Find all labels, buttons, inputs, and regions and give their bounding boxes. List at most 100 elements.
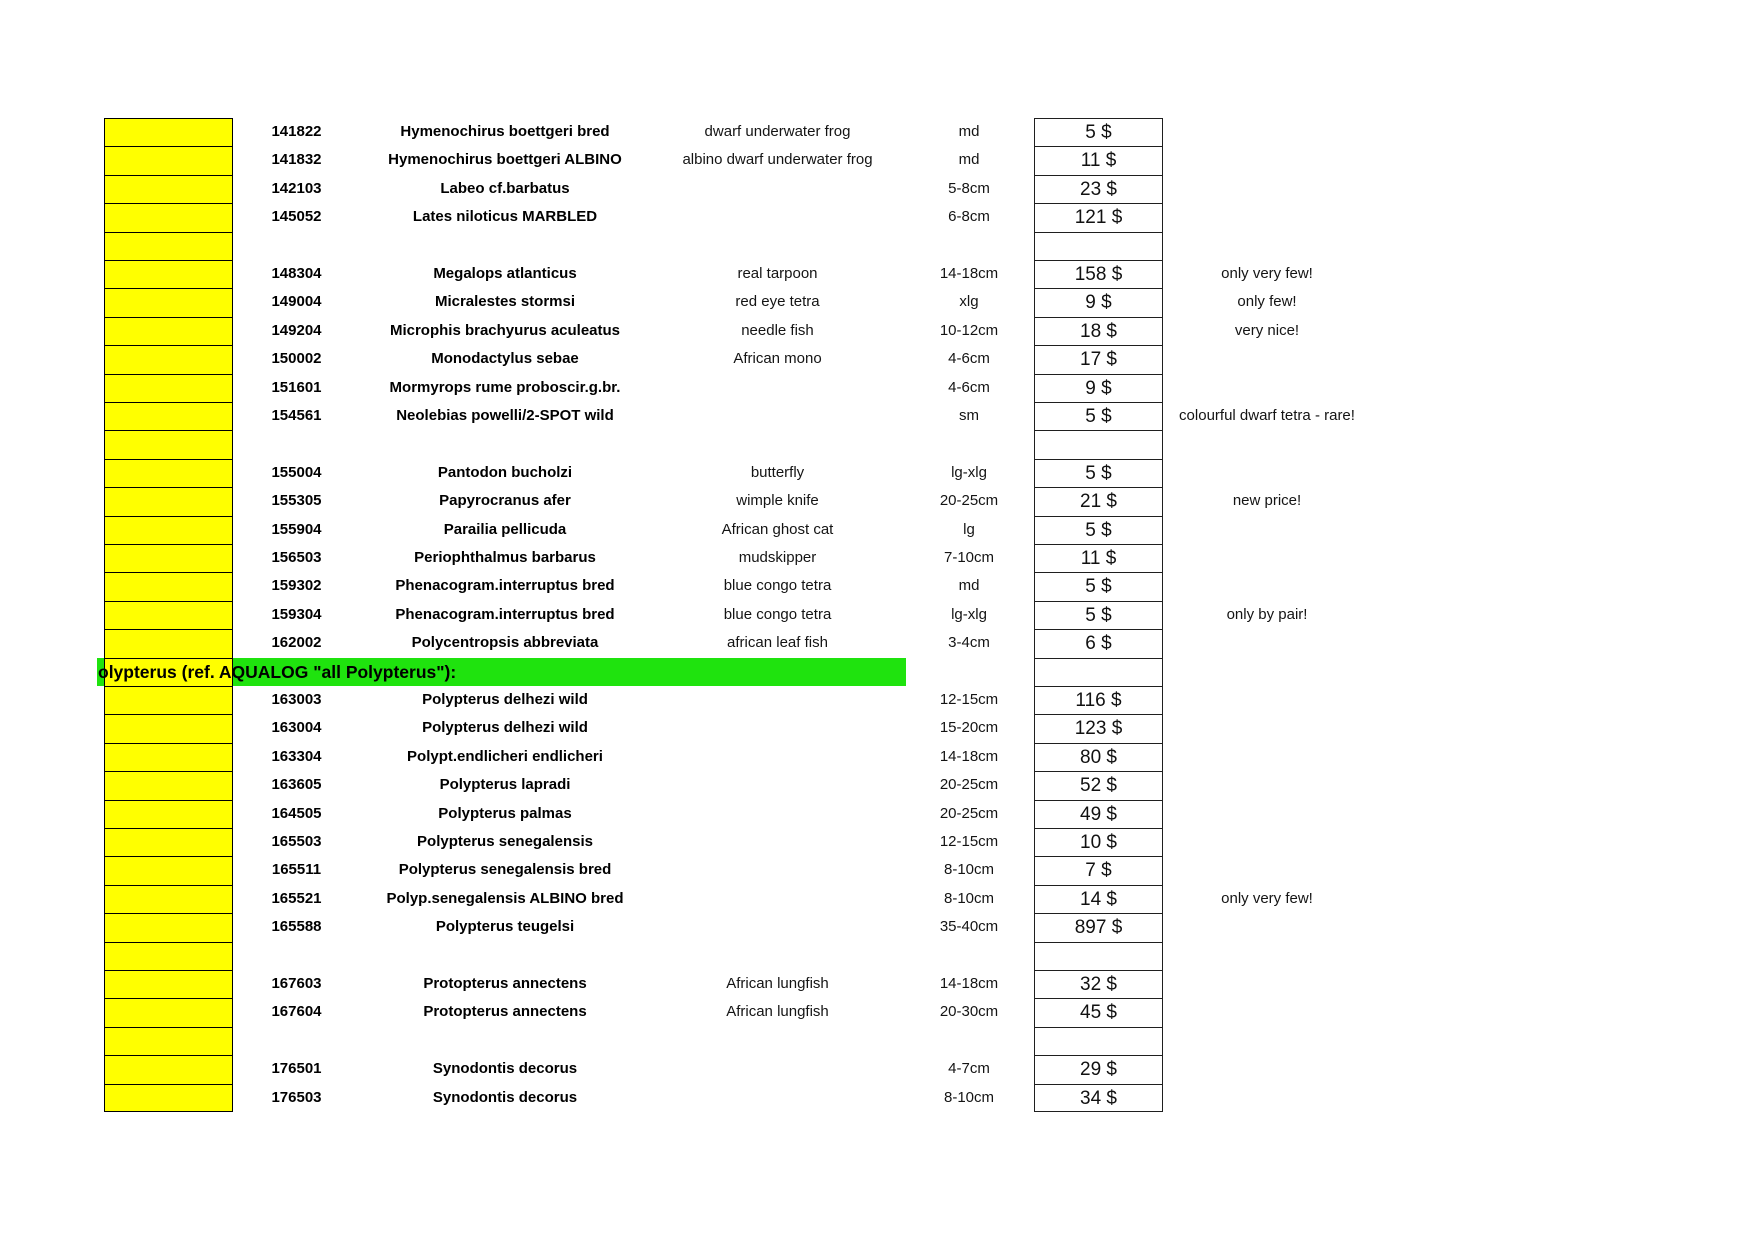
item-code: 167603 — [271, 975, 322, 992]
row-highlight-cell — [104, 686, 233, 715]
common-name: butterfly — [750, 463, 805, 481]
price-cell: 23 $ — [1034, 174, 1163, 204]
species-name: Polypterus palmas — [438, 804, 572, 822]
row-highlight-cell — [104, 884, 233, 914]
item-code: 141822 — [271, 123, 322, 140]
size-value: 20-25cm — [939, 804, 999, 822]
price-cell: 121 $ — [1034, 203, 1163, 232]
species-name: Pantodon bucholzi — [437, 463, 573, 481]
price-cell: 5 $ — [1034, 515, 1163, 544]
row-highlight-cell — [104, 856, 233, 885]
common-name: blue congo tetra — [723, 605, 832, 623]
species-name: Protopterus annectens — [423, 975, 587, 992]
item-code: 163003 — [271, 691, 322, 708]
item-code: 165511 — [271, 861, 322, 879]
size-value: 14-18cm — [939, 747, 999, 765]
item-code: 162002 — [271, 634, 322, 652]
price-cell — [1034, 657, 1163, 686]
size-value: 4-7cm — [948, 1060, 990, 1078]
item-code: 159304 — [271, 605, 322, 623]
note-text: only by pair! — [1226, 605, 1308, 623]
common-name: African lungfish — [726, 1003, 829, 1021]
note-text: very nice! — [1234, 321, 1300, 339]
item-code: 163605 — [271, 776, 322, 794]
row-highlight-cell — [104, 629, 233, 658]
size-value: lg-xlg — [951, 605, 987, 623]
price-cell: 116 $ — [1034, 686, 1163, 715]
size-value: xlg — [959, 293, 979, 311]
price-cell: 32 $ — [1034, 970, 1163, 999]
species-name: Hymenochirus boettgeri bred — [400, 123, 610, 140]
price-cell: 18 $ — [1034, 316, 1163, 346]
price-cell — [1034, 941, 1163, 970]
item-code: 159302 — [271, 577, 322, 595]
row-highlight-cell — [104, 771, 233, 800]
size-value: lg-xlg — [951, 463, 987, 481]
species-name: Labeo cf.barbatus — [440, 179, 570, 197]
row-highlight-cell — [104, 1055, 233, 1084]
item-code: 165588 — [271, 918, 322, 936]
price-cell: 29 $ — [1034, 1055, 1163, 1084]
price-cell: 14 $ — [1034, 884, 1163, 914]
species-name: Mormyrops rume proboscir.g.br. — [389, 378, 621, 396]
common-name: African lungfish — [726, 975, 829, 992]
species-name: Monodactylus sebae — [431, 350, 579, 368]
row-highlight-cell — [104, 174, 233, 204]
size-value: 12-15cm — [939, 691, 999, 708]
price-cell — [1034, 1026, 1163, 1056]
size-value: 10-12cm — [939, 321, 999, 339]
size-value: 3-4cm — [948, 634, 990, 652]
item-code: 176503 — [271, 1088, 322, 1106]
row-highlight-cell — [104, 1026, 233, 1056]
row-highlight-cell — [104, 657, 233, 686]
size-value: 4-6cm — [948, 378, 990, 396]
species-name: Polypterus delhezi wild — [422, 691, 588, 708]
price-cell: 21 $ — [1034, 487, 1163, 516]
size-value: 20-25cm — [939, 776, 999, 794]
row-highlight-cell — [104, 913, 233, 942]
price-cell: 158 $ — [1034, 260, 1163, 289]
price-cell: 34 $ — [1034, 1083, 1163, 1112]
row-highlight-cell — [104, 714, 233, 743]
size-value: 14-18cm — [939, 975, 999, 992]
price-cell: 52 $ — [1034, 771, 1163, 800]
common-name: wimple knife — [736, 492, 819, 510]
item-code: 163304 — [271, 747, 322, 765]
species-name: Phenacogram.interruptus bred — [395, 605, 615, 623]
common-name: albino dwarf underwater frog — [682, 151, 873, 169]
section-header-label: olypterus (ref. AQUALOG "all Polypterus"… — [98, 661, 457, 682]
row-highlight-cell — [104, 941, 233, 970]
species-name: Polypterus senegalensis — [417, 833, 593, 850]
price-cell: 11 $ — [1034, 544, 1163, 573]
item-code: 155305 — [271, 492, 322, 510]
price-cell: 45 $ — [1034, 998, 1163, 1027]
row-highlight-cell — [104, 203, 233, 232]
item-code: 164505 — [271, 804, 322, 822]
species-name: Micralestes stormsi — [434, 293, 576, 311]
species-name: Lates niloticus MARBLED — [412, 208, 598, 226]
item-code: 156503 — [271, 549, 322, 566]
size-value: 6-8cm — [948, 208, 990, 226]
common-name: red eye tetra — [735, 293, 820, 311]
species-name: Periophthalmus barbarus — [414, 549, 596, 566]
common-name: mudskipper — [738, 549, 817, 566]
row-highlight-cell — [104, 572, 233, 601]
price-cell: 5 $ — [1034, 600, 1163, 630]
item-code: 155004 — [271, 463, 322, 481]
species-name: Neolebias powelli/2-SPOT wild — [396, 407, 614, 424]
price-cell: 5 $ — [1034, 572, 1163, 601]
row-highlight-cell — [104, 600, 233, 630]
row-highlight-cell — [104, 118, 233, 147]
row-highlight-cell — [104, 970, 233, 999]
item-code: 142103 — [271, 179, 322, 197]
size-value: 12-15cm — [939, 833, 999, 850]
note-text: colourful dwarf tetra - rare! — [1179, 407, 1355, 424]
price-cell: 7 $ — [1034, 856, 1163, 885]
common-name: African ghost cat — [721, 520, 834, 538]
item-code: 141832 — [271, 151, 322, 169]
size-value: 35-40cm — [939, 918, 999, 936]
row-highlight-cell — [104, 402, 233, 431]
species-name: Polypterus teugelsi — [435, 918, 575, 936]
item-code: 176501 — [271, 1060, 322, 1078]
